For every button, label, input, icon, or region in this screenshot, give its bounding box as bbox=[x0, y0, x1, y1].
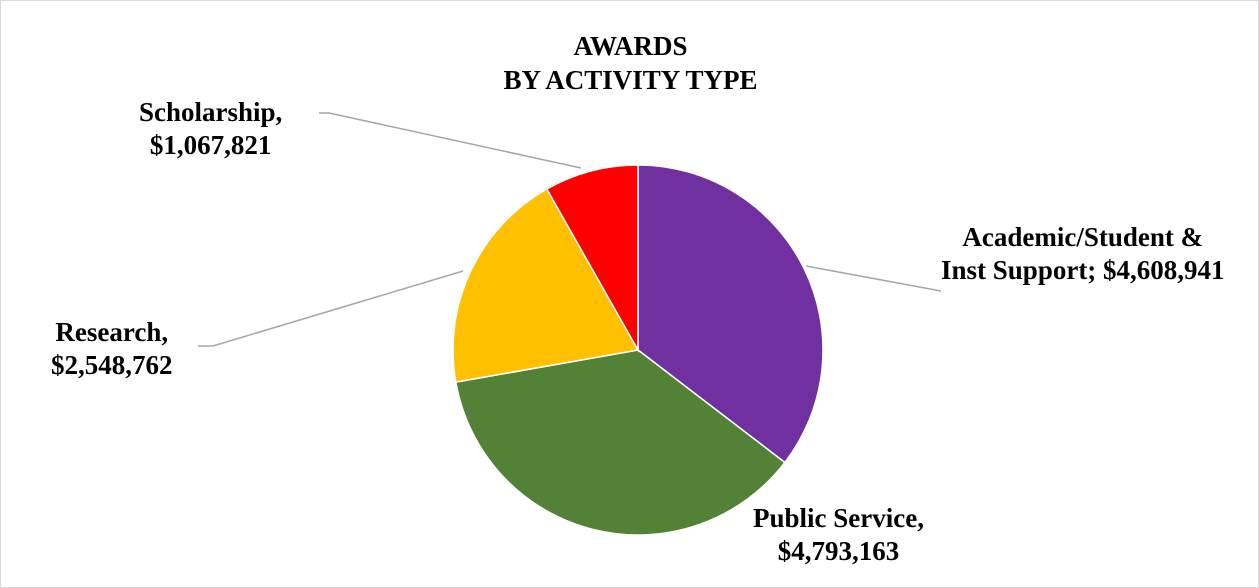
leader-line-scholarship bbox=[319, 112, 582, 169]
chart-title-line-2: BY ACTIVITY TYPE bbox=[503, 65, 758, 95]
data-label-research-line-1: Research, bbox=[55, 317, 169, 347]
data-label-research-line-2: $2,548,762 bbox=[51, 350, 173, 380]
data-label-scholarship-line-2: $1,067,821 bbox=[149, 130, 272, 160]
data-label-scholarship: Scholarship, $1,067,821 bbox=[139, 96, 282, 162]
data-label-academic-support-line-1: Academic/Student & bbox=[962, 222, 1204, 252]
data-label-academic-support: Academic/Student & Inst Support; $4,608,… bbox=[941, 221, 1225, 287]
data-label-public-service-line-1: Public Service, bbox=[753, 503, 924, 533]
pie-slice-research bbox=[452, 188, 640, 384]
data-label-scholarship-line-1: Scholarship, bbox=[139, 97, 283, 127]
pie-slice-public-service bbox=[454, 349, 786, 536]
data-label-research: Research, $2,548,762 bbox=[51, 316, 173, 382]
pie-slice-academic-support bbox=[637, 164, 824, 464]
pie-slice-scholarship bbox=[545, 164, 639, 353]
leader-line-research bbox=[198, 270, 464, 347]
data-label-public-service: Public Service, $4,793,163 bbox=[753, 502, 924, 568]
leader-line-academic-support bbox=[805, 265, 942, 292]
data-label-public-service-line-2: $4,793,163 bbox=[777, 536, 900, 566]
data-label-academic-support-line-2: Inst Support; $4,608,941 bbox=[941, 255, 1225, 285]
chart-title-line-1: AWARDS bbox=[573, 31, 688, 61]
